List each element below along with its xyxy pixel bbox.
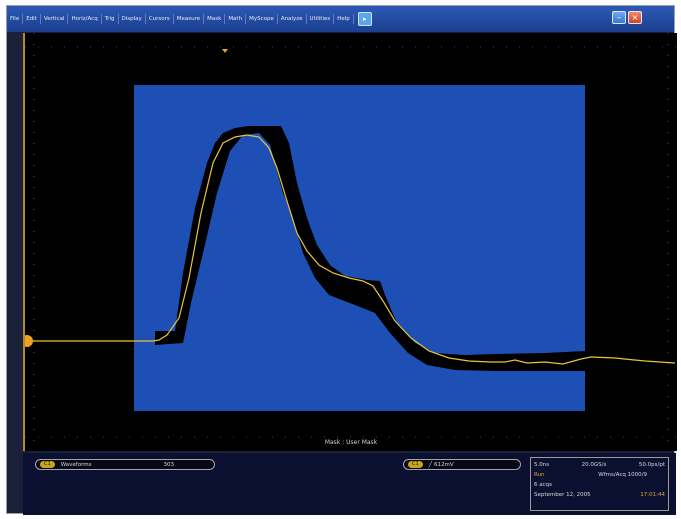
waveform-trace	[27, 134, 676, 365]
status-panel: C1 Waveforms 303 C1 ╱ 612mV 5.0ns 20.0GS…	[23, 453, 676, 515]
menu-mask[interactable]: Mask	[204, 14, 226, 24]
resolution: 50.0ps/pt	[638, 462, 665, 468]
menu-trig[interactable]: Trig	[102, 14, 119, 24]
trigger-position-marker[interactable]	[222, 49, 228, 53]
menu-edit[interactable]: Edit	[23, 14, 41, 24]
menu-help[interactable]: Help	[334, 14, 354, 24]
menu-math[interactable]: Math	[225, 14, 247, 24]
rising-edge-icon: ╱	[428, 461, 432, 468]
graticule-ticks	[25, 33, 677, 451]
waveform-display[interactable]: Mask : User Mask	[23, 33, 677, 451]
channel-badge: C1	[40, 461, 55, 468]
menu-horiz-acq[interactable]: Horiz/Acq	[68, 14, 102, 24]
menu-file[interactable]: File	[7, 14, 24, 24]
wfms-per-acq: Wfms/Acq 1000/9	[598, 472, 647, 478]
close-button[interactable]: ×	[628, 11, 642, 24]
mask-status-label: Mask : User Mask	[324, 439, 378, 446]
menu-vertical[interactable]: Vertical	[41, 14, 69, 24]
menu-utilities[interactable]: Utilities	[307, 14, 335, 24]
date: September 12, 2005	[534, 492, 591, 498]
time: 17:01:44	[640, 492, 665, 498]
help-arrow-icon[interactable]: ▸	[357, 12, 372, 26]
channel1-ground-marker[interactable]	[25, 335, 33, 347]
window-controls: – ×	[612, 11, 642, 24]
trigger-channel-badge: C1	[408, 461, 423, 468]
menu-myscope[interactable]: MyScope	[246, 14, 278, 24]
menu-analyze[interactable]: Analyze	[278, 14, 307, 24]
minimize-button[interactable]: –	[612, 11, 626, 24]
waveform-graticule	[25, 33, 677, 451]
measurement-value: 303	[163, 461, 175, 468]
mask-top	[25, 33, 677, 58]
timebase: 5.0ns	[534, 462, 550, 468]
acquisition-info: 5.0ns 20.0GS/s 50.0ps/pt Run Wfms/Acq 10…	[530, 457, 669, 511]
acquisition-count: 6 acqs	[534, 482, 552, 488]
menu-bar: File Edit Vertical Horiz/Acq Trig Displa…	[7, 6, 674, 32]
trigger-readout[interactable]: C1 ╱ 612mV	[403, 459, 521, 470]
trigger-level: 612mV	[434, 461, 454, 468]
menu-cursors[interactable]: Cursors	[146, 14, 174, 24]
oscilloscope-window: File Edit Vertical Horiz/Acq Trig Displa…	[6, 5, 677, 515]
sample-rate: 20.0GS/s	[581, 462, 607, 468]
run-state: Run	[534, 472, 545, 478]
menu-display[interactable]: Display	[119, 14, 146, 24]
menu-measure[interactable]: Measure	[174, 14, 205, 24]
measurement-label: Waveforms	[60, 461, 92, 468]
measurement-readout[interactable]: C1 Waveforms 303	[35, 459, 215, 470]
